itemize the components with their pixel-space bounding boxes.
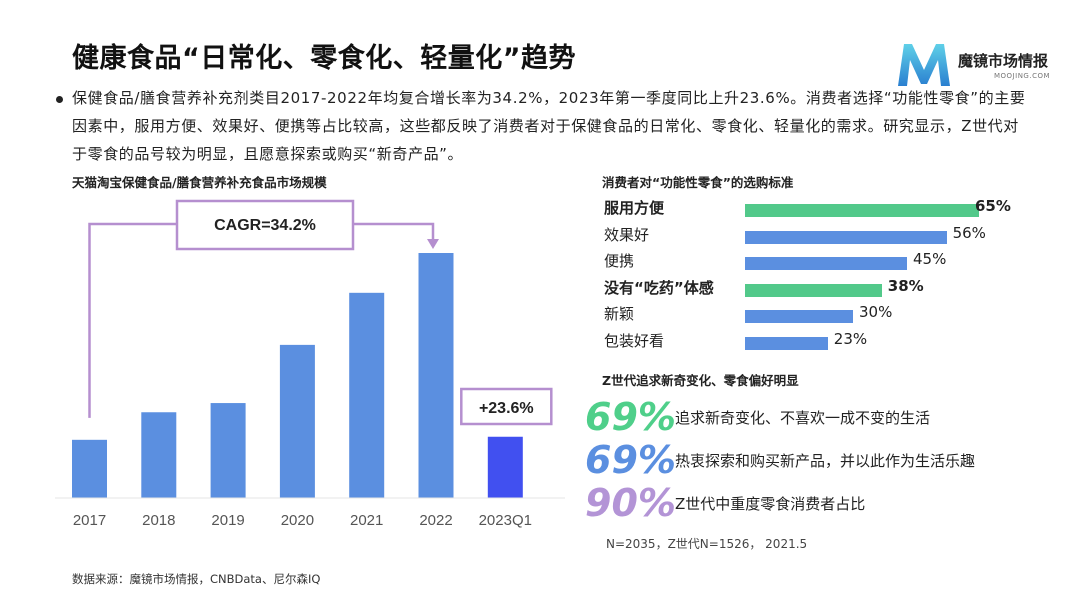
yoy-label: +23.6% bbox=[479, 400, 534, 417]
x-tick-label: 2018 bbox=[142, 512, 175, 529]
factor-bar bbox=[745, 257, 907, 270]
factor-value-label: 30% bbox=[859, 303, 893, 321]
genz-stat-percent: 69% bbox=[585, 438, 676, 482]
page-title: 健康食品“日常化、零食化、轻量化”趋势 bbox=[72, 43, 576, 74]
bar-2018 bbox=[141, 412, 177, 498]
yoy-box bbox=[460, 387, 553, 426]
factor-label: 服用方便 bbox=[604, 199, 665, 217]
x-tick-label: 2017 bbox=[73, 512, 106, 529]
bar-2022 bbox=[418, 253, 454, 498]
x-tick-label: 2023Q1 bbox=[479, 512, 532, 529]
factor-value-label: 56% bbox=[952, 223, 986, 242]
bar-2023Q1 bbox=[487, 436, 523, 498]
factor-value-label: 65% bbox=[975, 197, 1011, 215]
genz-stat-text: 热衷探索和购买新产品，并以此作为生活乐趣 bbox=[675, 452, 976, 470]
cagr-label: CAGR=34.2% bbox=[214, 217, 316, 234]
factor-value-label: 45% bbox=[913, 250, 947, 268]
factor-value-label: 23% bbox=[833, 329, 868, 348]
factor-bar bbox=[745, 204, 979, 217]
bar-2020 bbox=[279, 344, 315, 498]
intro-paragraph: 保健食品/膳食营养补充剂类目2017-2022年均复合增长率为34.2%，202… bbox=[72, 89, 1026, 163]
left-chart-title: 天猫淘宝保健食品/膳食营养补充食品市场规模 bbox=[72, 175, 327, 190]
factor-label: 没有“吃药”体感 bbox=[604, 278, 714, 297]
factor-row: 新颖 30% bbox=[600, 301, 1040, 327]
x-tick-label: 2021 bbox=[350, 512, 383, 529]
bullet-dot bbox=[56, 96, 63, 103]
genz-title: Z世代追求新奇变化、零食偏好明显 bbox=[602, 373, 799, 388]
x-tick-label: 2019 bbox=[211, 512, 244, 529]
factor-label: 包装好看 bbox=[604, 331, 665, 350]
factor-label: 新颖 bbox=[604, 305, 635, 323]
logo-subtitle: MOOJING.COM bbox=[994, 72, 1051, 80]
genz-stat-text: Z世代中重度零食消费者占比 bbox=[675, 495, 866, 513]
genz-stat-row: 69% 热衷探索和购买新产品，并以此作为生活乐趣 bbox=[585, 438, 1045, 482]
logo-m-icon bbox=[898, 44, 950, 86]
factor-label: 便携 bbox=[604, 252, 635, 270]
factor-bar bbox=[745, 283, 882, 297]
logo-name: 魔镜市场情报 bbox=[958, 52, 1049, 70]
factor-row: 包装好看 23% bbox=[600, 328, 1040, 354]
x-tick-label: 2020 bbox=[281, 512, 314, 529]
genz-stat-row: 69% 追求新奇变化、不喜欢一成不变的生活 bbox=[585, 395, 1045, 439]
factor-bar bbox=[745, 230, 947, 244]
genz-stat-row: 90% Z世代中重度零食消费者占比 bbox=[585, 481, 1045, 525]
market-size-chart: 2017 2018 2019 2020 2021 2022 2023Q1 CAGR=34.2%… bbox=[55, 199, 565, 529]
genz-stat-text: 追求新奇变化、不喜欢一成不变的生活 bbox=[675, 409, 931, 427]
cagr-arrow-icon bbox=[427, 239, 439, 249]
factor-bar bbox=[745, 336, 828, 350]
data-source: 数据来源：魔镜市场情报，CNBData、尼尔森IQ bbox=[72, 572, 321, 586]
bar-2017 bbox=[72, 439, 107, 498]
factor-row: 便携 45% bbox=[600, 248, 1040, 274]
factor-row: 效果好 56% bbox=[600, 222, 1040, 248]
genz-stat-percent: 90% bbox=[585, 481, 676, 525]
brand-logo: 魔镜市场情报 MOOJING.COM bbox=[890, 40, 1060, 90]
factors-title: 消费者对“功能性零食”的选购标准 bbox=[602, 175, 794, 190]
x-tick-label: 2022 bbox=[419, 512, 452, 529]
factor-row: 服用方便 65% bbox=[600, 195, 1040, 221]
factor-label: 效果好 bbox=[604, 225, 650, 244]
factor-value-label: 38% bbox=[887, 276, 924, 295]
bar-2019 bbox=[210, 403, 246, 498]
sample-note: N=2035，Z世代N=1526， 2021.5 bbox=[606, 537, 808, 551]
bar-2021 bbox=[349, 292, 385, 498]
genz-stat-percent: 69% bbox=[585, 395, 676, 439]
factor-row: 没有“吃药”体感 38% bbox=[600, 275, 1040, 301]
factor-bar bbox=[745, 310, 853, 323]
cagr-box bbox=[175, 199, 355, 251]
